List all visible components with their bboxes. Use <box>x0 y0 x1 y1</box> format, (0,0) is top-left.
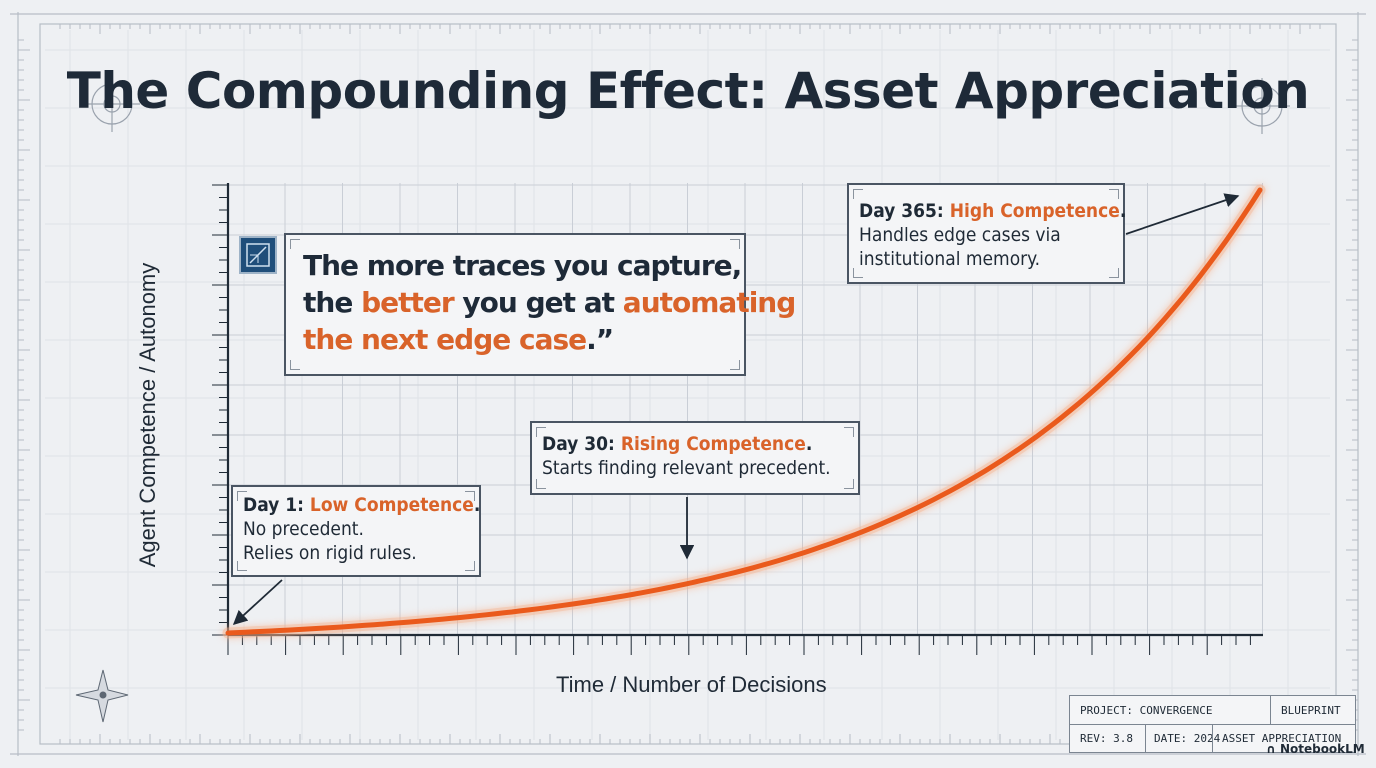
x-axis-label: Time / Number of Decisions <box>556 672 827 697</box>
annotation-day-30: Day 30: Rising Competence. Starts findin… <box>530 421 860 495</box>
annotation-heading: Day 30: Rising Competence. <box>542 433 813 455</box>
blueprint-icon <box>239 236 277 274</box>
crosshair-icon-left <box>84 76 140 132</box>
annotation-heading: Day 1: Low Competence. <box>243 494 481 516</box>
crosshair-icon-right <box>1234 78 1290 134</box>
annotation-day-365: Day 365: High Competence. Handles edge c… <box>847 183 1127 284</box>
annotation-line: institutional memory. <box>859 248 1041 270</box>
stamp-rev: REV: 3.8 <box>1080 732 1133 745</box>
annotation-day-1: Day 1: Low Competence. No precedent. Rel… <box>231 485 481 577</box>
stamp-name: ASSET APPRECIATION <box>1222 732 1342 745</box>
annotation-heading: Day 365: High Competence. <box>859 200 1127 222</box>
y-axis-label: Agent Competence / Autonomy <box>135 262 160 568</box>
notebooklm-logo-icon: ∩ <box>1266 742 1276 756</box>
annotation-line: No precedent. <box>243 518 364 540</box>
annotation-line: Handles edge cases via <box>859 224 1061 246</box>
day1-pointer-arrow <box>232 579 283 625</box>
annotation-line: Relies on rigid rules. <box>243 542 417 564</box>
title-block-stamp: PROJECT: CONVERGENCE BLUEPRINT REV: 3.8 … <box>1069 695 1356 753</box>
competence-curve <box>225 187 1263 636</box>
quote-text: The more traces you capture, the better … <box>303 249 796 356</box>
stamp-project: PROJECT: CONVERGENCE <box>1080 704 1213 717</box>
compass-rose-icon <box>75 669 129 723</box>
notebooklm-brand: ∩ NotebookLM <box>1266 742 1365 756</box>
stamp-type: BLUEPRINT <box>1281 704 1341 717</box>
stamp-date: DATE: 2024 <box>1154 732 1221 745</box>
page-title: The Compounding Effect: Asset Appreciati… <box>66 62 1310 120</box>
quote-callout: The more traces you capture, the better … <box>284 233 796 376</box>
day365-pointer-arrow <box>1125 193 1240 235</box>
annotation-line: Starts finding relevant precedent. <box>542 457 831 479</box>
